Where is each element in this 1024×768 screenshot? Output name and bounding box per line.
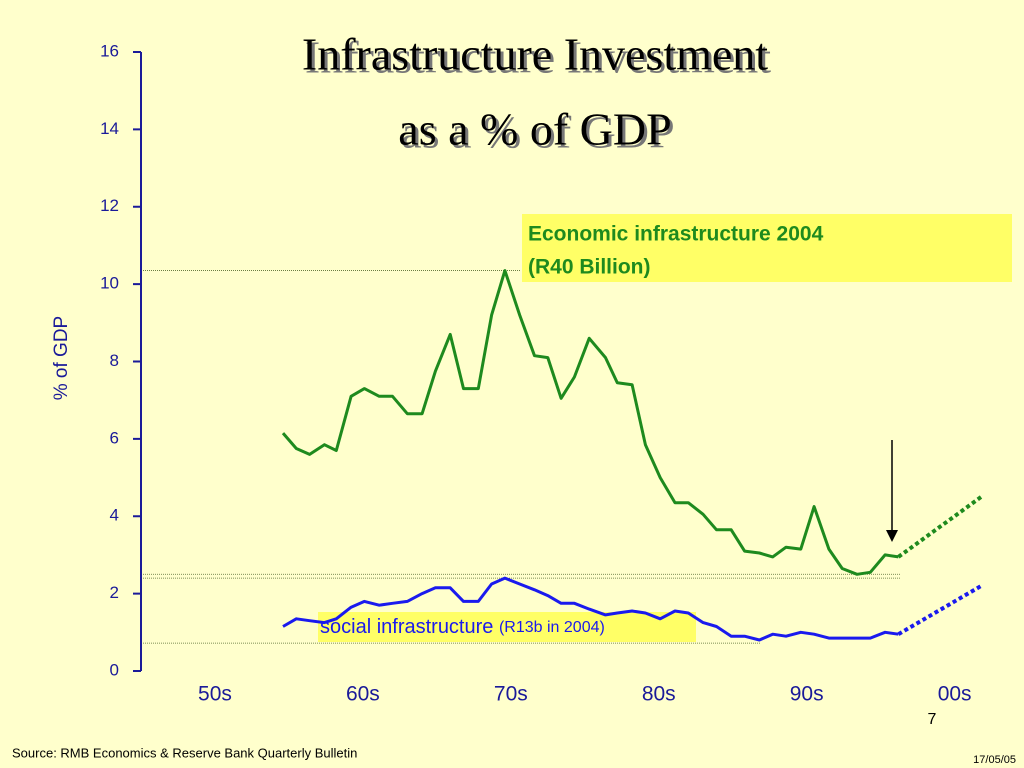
data-line [281,269,899,576]
data-line [282,576,899,642]
x-tick-label: 90s [790,683,824,706]
y-axis-label: % of GDP [51,316,72,400]
date: 17/05/05 [973,754,1016,766]
data-line [897,495,983,559]
y-tick-label: 12 [100,196,119,215]
y-tick-label: 4 [110,506,119,525]
y-tick-label: 6 [110,428,119,447]
annotation: (R40 Billion) [528,256,651,279]
annotation: social infrastructure (R13b in 2004) [320,616,605,638]
annotation-box [318,612,696,642]
page-number: 7 [928,711,937,728]
arrow-head [886,530,898,542]
source: Source: RMB Economics & Reserve Bank Qua… [12,745,357,760]
y-tick-label: 2 [110,583,119,602]
title-shadow: as a % of GDP [401,107,674,158]
y-tick-label: 0 [110,660,119,679]
title-line: as a % of GDP [398,104,671,155]
x-tick-label: 80s [642,683,676,706]
y-tick-label: 16 [100,41,119,60]
annotation: Economic infrastructure 2004 [528,223,824,246]
y-tick-label: 14 [100,119,119,138]
x-tick-label: 50s [198,683,232,706]
x-tick-label: 70s [494,683,528,706]
y-tick-label: 8 [110,351,119,370]
title-shadow: Infrastructure Investment [305,32,771,83]
data-line [897,584,983,636]
title-line: Infrastructure Investment [302,29,768,80]
x-tick-label: 60s [346,683,380,706]
y-tick-label: 10 [100,274,119,293]
annotation-note: (R13b in 2004) [499,619,605,636]
annotation-text: social infrastructure [320,616,493,638]
x-tick-label: 00s [938,683,972,706]
annotation-box [522,214,1012,282]
